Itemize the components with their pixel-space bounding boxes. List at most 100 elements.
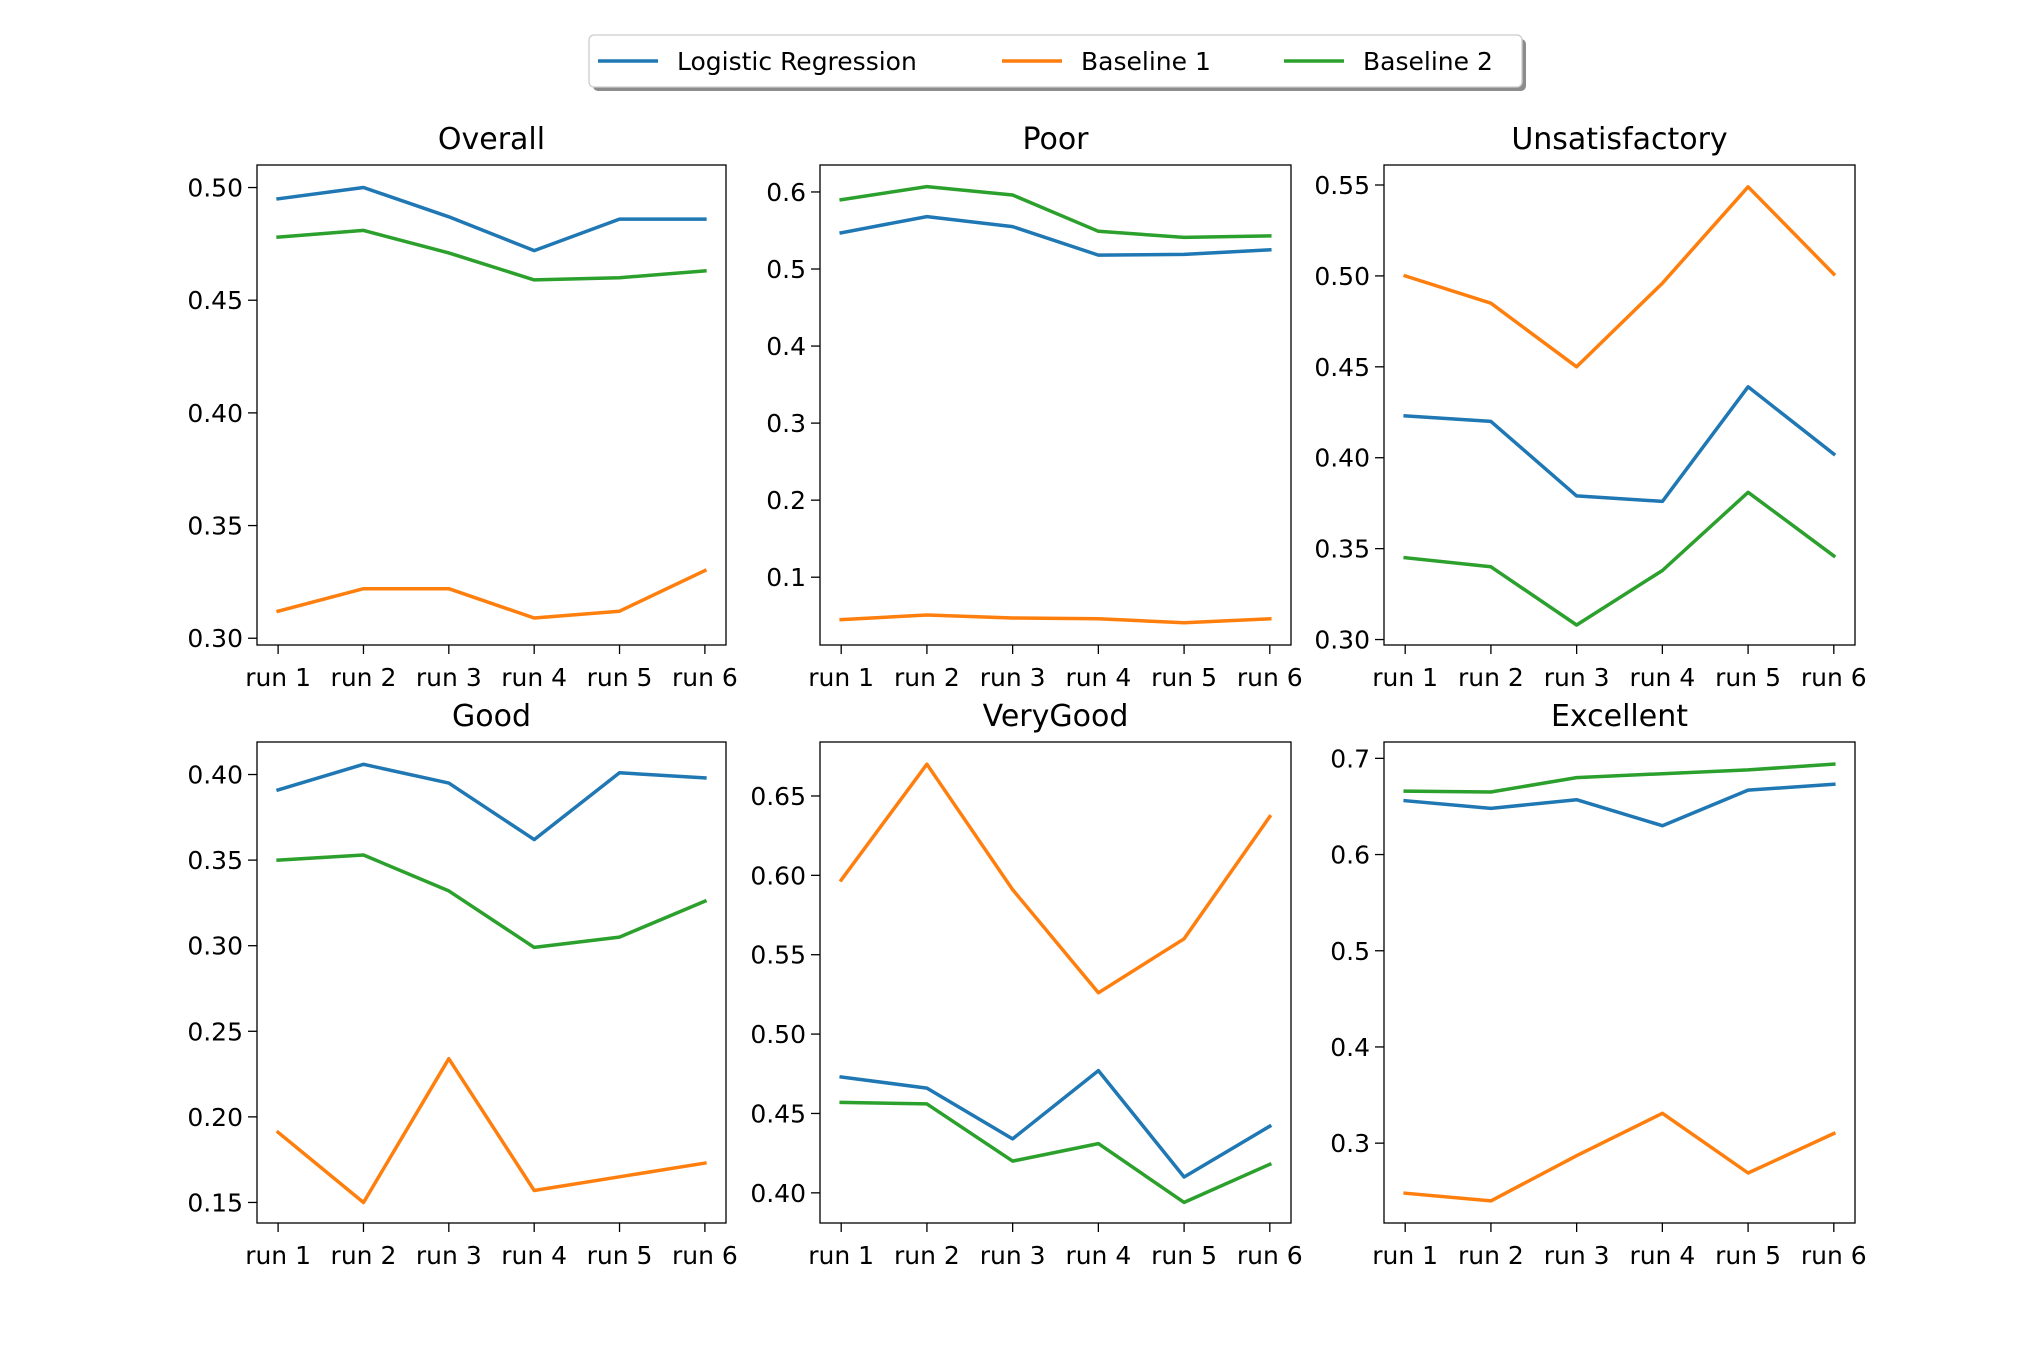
y-tick-label: 0.35 xyxy=(1314,535,1370,564)
y-tick-label: 0.65 xyxy=(750,782,806,811)
y-tick-label: 0.45 xyxy=(1314,353,1370,382)
x-tick-label: run 3 xyxy=(416,1241,482,1270)
y-tick-label: 0.35 xyxy=(187,512,243,541)
x-tick-label: run 1 xyxy=(1372,1241,1438,1270)
x-tick-label: run 3 xyxy=(416,663,482,692)
y-tick-label: 0.4 xyxy=(766,332,806,361)
axes-frame xyxy=(819,164,1292,646)
legend-label-logistic-regression: Logistic Regression xyxy=(677,47,917,76)
y-tick-label: 0.50 xyxy=(1314,262,1370,291)
x-tick-label: run 4 xyxy=(501,663,567,692)
series-line-baseline-2 xyxy=(276,853,708,950)
x-tick-label: run 5 xyxy=(1715,1241,1781,1270)
y-tick-label: 0.40 xyxy=(1314,444,1370,473)
series-line-baseline-1 xyxy=(275,1056,707,1205)
x-tick-label: run 2 xyxy=(894,663,960,692)
series-line-baseline-1 xyxy=(838,762,1273,995)
series-line-baseline-1 xyxy=(839,613,1272,625)
legend-label-baseline-2: Baseline 2 xyxy=(1363,47,1493,76)
x-tick-label: run 3 xyxy=(1544,1241,1610,1270)
x-tick-label: run 4 xyxy=(1629,1241,1695,1270)
series-line-logistic-regression xyxy=(839,1068,1273,1179)
series-line-baseline-1 xyxy=(1403,185,1837,369)
y-tick-label: 0.30 xyxy=(187,624,243,653)
subplot-title: Good xyxy=(452,699,531,734)
y-tick-label: 0.30 xyxy=(1314,626,1370,655)
x-tick-label: run 1 xyxy=(1372,663,1438,692)
y-tick-label: 0.6 xyxy=(766,178,806,207)
y-tick-label: 0.30 xyxy=(187,932,243,961)
subplot-title: Poor xyxy=(1022,122,1089,157)
y-tick-label: 0.40 xyxy=(187,399,243,428)
legend-label-baseline-1: Baseline 1 xyxy=(1081,47,1211,76)
y-tick-label: 0.25 xyxy=(187,1017,243,1046)
x-tick-label: run 2 xyxy=(1458,1241,1524,1270)
axes-frame xyxy=(256,741,727,1224)
series-line-baseline-1 xyxy=(275,568,708,620)
y-tick-label: 0.50 xyxy=(187,174,243,203)
x-tick-label: run 5 xyxy=(1715,663,1781,692)
y-tick-label: 0.2 xyxy=(766,486,806,515)
series-line-baseline-2 xyxy=(276,228,707,282)
axes-frame xyxy=(1383,164,1856,646)
x-tick-label: run 5 xyxy=(587,1241,653,1270)
x-tick-label: run 2 xyxy=(331,1241,397,1270)
y-tick-label: 0.60 xyxy=(750,861,806,890)
subplot-title: Unsatisfactory xyxy=(1511,122,1727,157)
x-tick-label: run 6 xyxy=(672,1241,738,1270)
y-tick-label: 0.55 xyxy=(1314,171,1370,200)
subplot-good: Good run 1 run 2 run 3 run 4 run 5 run 6 0.15 0.… xyxy=(187,699,737,1270)
y-tick-label: 0.45 xyxy=(187,286,243,315)
series-line-baseline-2 xyxy=(1403,490,1837,627)
axes-frame xyxy=(819,741,1292,1224)
y-tick-label: 0.40 xyxy=(750,1179,806,1208)
legend: Logistic Regression Baseline 1 Baseline 2 xyxy=(588,34,1526,91)
y-tick-label: 0.45 xyxy=(750,1099,806,1128)
y-tick-label: 0.55 xyxy=(750,941,806,970)
x-tick-label: run 1 xyxy=(245,1241,311,1270)
axes-frame xyxy=(256,164,727,646)
series-line-logistic-regression xyxy=(1403,782,1836,828)
x-tick-label: run 3 xyxy=(980,663,1046,692)
series-line-logistic-regression xyxy=(1403,385,1837,504)
y-tick-label: 0.20 xyxy=(187,1103,243,1132)
y-tick-label: 0.50 xyxy=(750,1020,806,1049)
y-tick-label: 0.40 xyxy=(187,761,243,790)
y-tick-label: 0.15 xyxy=(187,1188,243,1217)
y-tick-label: 0.1 xyxy=(766,563,806,592)
y-tick-label: 0.7 xyxy=(1330,744,1370,773)
x-tick-label: run 6 xyxy=(1237,1241,1303,1270)
subplot-unsatisfactory: Unsatisfactory run 1 run 2 run 3 run 4 run 5 r… xyxy=(1314,122,1866,692)
y-tick-label: 0.6 xyxy=(1330,841,1370,870)
subplot-title: Overall xyxy=(438,122,545,157)
x-tick-label: run 4 xyxy=(1065,1241,1131,1270)
x-tick-label: run 6 xyxy=(1237,663,1303,692)
series-line-logistic-regression xyxy=(275,762,707,842)
subplot-title: VeryGood xyxy=(983,699,1129,734)
x-tick-label: run 5 xyxy=(587,663,653,692)
y-tick-label: 0.3 xyxy=(1330,1129,1370,1158)
subplot-excellent: Excellent run 1 run 2 run 3 run 4 run 5 run 6 0… xyxy=(1330,699,1866,1270)
x-tick-label: run 1 xyxy=(808,1241,874,1270)
series-line-baseline-2 xyxy=(839,1100,1273,1205)
x-tick-label: run 4 xyxy=(1629,663,1695,692)
x-tick-label: run 4 xyxy=(501,1241,567,1270)
x-tick-label: run 6 xyxy=(1801,1241,1867,1270)
x-tick-label: run 2 xyxy=(1458,663,1524,692)
series-line-logistic-regression xyxy=(839,214,1272,257)
axes-frame xyxy=(1383,741,1856,1224)
x-tick-label: run 6 xyxy=(1801,663,1867,692)
subplot-verygood: VeryGood run 1 run 2 run 3 run 4 run 5 run 6 0.… xyxy=(750,699,1302,1270)
subplot-overall: Overall run 1 run 2 run 3 run 4 run 5 run 6 0.3… xyxy=(187,122,737,692)
x-tick-label: run 4 xyxy=(1065,663,1131,692)
y-tick-label: 0.4 xyxy=(1330,1033,1370,1062)
y-tick-label: 0.35 xyxy=(187,846,243,875)
series-line-baseline-2 xyxy=(839,184,1272,240)
x-tick-label: run 3 xyxy=(1544,663,1610,692)
series-line-baseline-2 xyxy=(1403,762,1836,794)
subplot-poor: Poor run 1 run 2 run 3 run 4 run 5 run 6 0.1 0.2… xyxy=(766,122,1302,692)
x-tick-label: run 1 xyxy=(808,663,874,692)
x-tick-label: run 2 xyxy=(894,1241,960,1270)
x-tick-label: run 2 xyxy=(331,663,397,692)
